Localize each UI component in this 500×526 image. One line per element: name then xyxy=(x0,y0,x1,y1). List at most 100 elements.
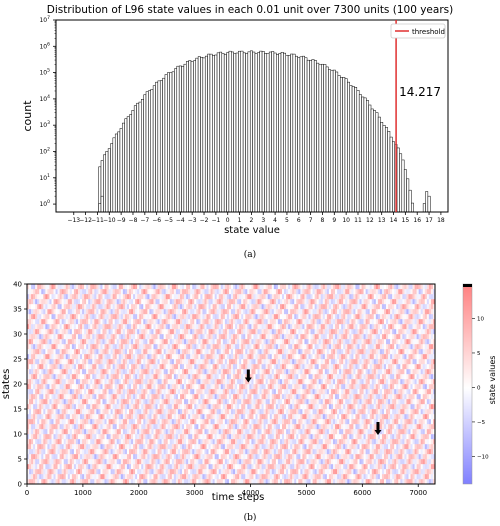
heatmap-cell xyxy=(422,399,425,405)
heatmap-cell xyxy=(320,444,323,450)
heatmap-cell xyxy=(173,424,177,430)
histogram-bar xyxy=(271,51,275,213)
heatmap-cell xyxy=(357,409,360,415)
heatmap-cell xyxy=(414,419,417,425)
histogram-bar xyxy=(169,72,173,213)
heatmap-cell xyxy=(218,444,221,450)
heatmap-cell xyxy=(202,424,205,430)
heatmap-cell xyxy=(345,389,348,395)
heatmap-cell xyxy=(422,449,425,455)
heatmap-cell xyxy=(330,394,334,400)
heatmap-cell xyxy=(155,439,158,445)
histogram-x-tick-label: −8 xyxy=(129,217,138,224)
heatmap-cell xyxy=(306,389,309,395)
heatmap-cell xyxy=(412,384,415,390)
heatmap-cell xyxy=(343,379,346,385)
heatmap-cell xyxy=(286,474,289,480)
histogram-x-tick-label: −13 xyxy=(67,217,80,224)
heatmap-cell xyxy=(196,369,199,375)
heatmap-cell xyxy=(414,429,417,435)
heatmap-cell xyxy=(402,429,405,435)
heatmap-cell xyxy=(304,424,307,430)
heatmap-cell xyxy=(353,439,356,445)
heatmap-cell xyxy=(161,479,164,485)
heatmap-cell xyxy=(194,464,197,470)
heatmap-cell xyxy=(339,434,342,440)
heatmap-cell xyxy=(355,384,358,390)
heatmap-cell xyxy=(29,409,32,415)
heatmap-cell xyxy=(396,374,399,380)
heatmap-cell xyxy=(139,394,142,400)
heatmap-cell xyxy=(157,409,160,415)
heatmap-cell xyxy=(386,384,389,390)
heatmap-cell xyxy=(388,389,391,395)
heatmap-cell xyxy=(137,379,140,385)
heatmap-cell xyxy=(386,374,389,380)
heatmap-cell xyxy=(424,459,427,465)
heatmap-cell xyxy=(222,394,226,400)
heatmap-cell xyxy=(169,474,172,480)
heatmap-cell xyxy=(53,449,56,455)
heatmap-cell xyxy=(367,469,370,475)
heatmap-cell xyxy=(80,464,83,470)
heatmap-cell xyxy=(61,369,64,375)
heatmap-cell xyxy=(135,449,138,455)
heatmap-cell xyxy=(75,399,79,405)
heatmap-cell xyxy=(310,419,313,425)
heatmap-cell xyxy=(129,369,132,375)
heatmap-cell xyxy=(57,469,60,475)
heatmap-cell xyxy=(298,469,301,475)
heatmap-cell xyxy=(302,444,305,450)
heatmap-cells xyxy=(27,284,436,485)
heatmap-cell xyxy=(204,454,207,460)
heatmap-cell xyxy=(29,429,32,435)
heatmap-cell xyxy=(314,459,317,465)
heatmap-cell xyxy=(328,389,332,395)
heatmap-cell xyxy=(392,414,395,420)
heatmap-cell xyxy=(245,389,248,395)
heatmap-cell xyxy=(202,389,205,395)
heatmap-cell xyxy=(82,424,85,430)
heatmap-cell xyxy=(339,479,342,485)
heatmap-cell xyxy=(204,434,207,440)
heatmap-cell xyxy=(345,459,348,465)
histogram-bar xyxy=(375,112,379,213)
heatmap-cell xyxy=(357,414,360,420)
heatmap-cell xyxy=(163,389,166,395)
heatmap-cell xyxy=(273,449,277,455)
heatmap-cell xyxy=(171,439,175,445)
heatmap-cell xyxy=(126,369,130,375)
heatmap-cell xyxy=(288,444,291,450)
heatmap-cell xyxy=(90,454,93,460)
heatmap-cell xyxy=(157,414,160,420)
heatmap-cell xyxy=(165,449,168,455)
heatmap-cell xyxy=(233,474,236,480)
heatmap-cell xyxy=(337,459,340,465)
heatmap-cell xyxy=(326,404,330,410)
heatmap-cell xyxy=(255,444,258,450)
heatmap-cell xyxy=(202,404,205,410)
heatmap-cell xyxy=(269,369,272,375)
heatmap-cell xyxy=(80,474,83,480)
heatmap-cell xyxy=(237,444,240,450)
heatmap-cell xyxy=(196,434,199,440)
heatmap-cell xyxy=(98,404,101,410)
heatmap-cell xyxy=(349,479,352,485)
heatmap-cell xyxy=(428,429,432,435)
heatmap-cell xyxy=(326,464,330,470)
heatmap-cell xyxy=(202,449,205,455)
heatmap-cell xyxy=(184,449,187,455)
heatmap-cell xyxy=(294,384,297,390)
heatmap-cell xyxy=(388,459,391,465)
heatmap-cell xyxy=(245,419,248,425)
heatmap-cell xyxy=(349,469,352,475)
heatmap-cell xyxy=(37,369,40,375)
heatmap-cell xyxy=(398,394,401,400)
heatmap-cell xyxy=(208,379,211,385)
heatmap-cell xyxy=(284,449,287,455)
heatmap-cell xyxy=(71,454,75,460)
heatmap-cell xyxy=(430,399,434,405)
heatmap-cell xyxy=(245,424,248,430)
heatmap-cell xyxy=(167,439,170,445)
heatmap-cell xyxy=(206,469,209,475)
